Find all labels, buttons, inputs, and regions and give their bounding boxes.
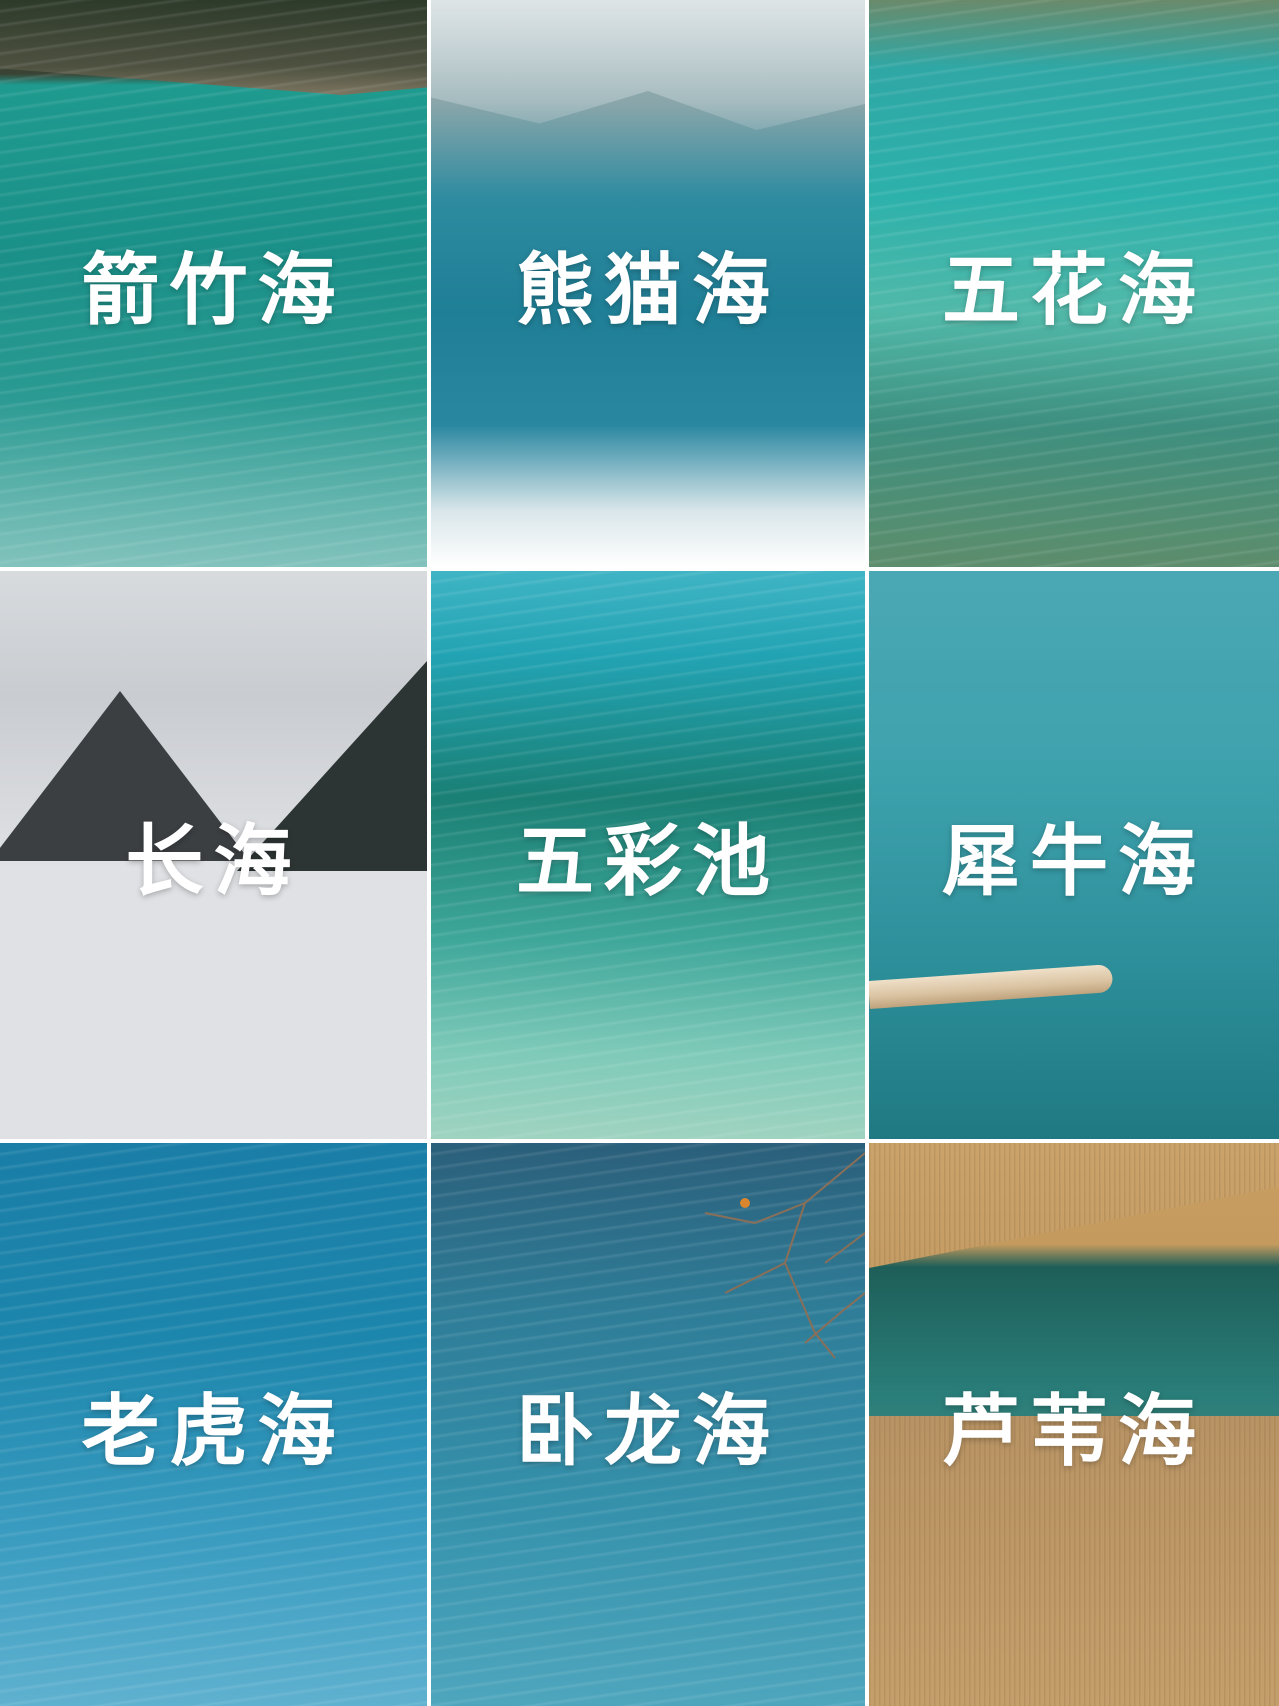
lake-photo: [431, 1143, 865, 1706]
tile-label: 卧龙海: [515, 1385, 780, 1477]
photo-tile-reed-lake: 芦苇海: [869, 1143, 1279, 1706]
water-ripples: [869, 0, 1279, 567]
tile-label: 五花海: [941, 244, 1206, 336]
photo-tile-jianzhu-lake: 箭竹海: [0, 0, 427, 567]
tree-branches: [704, 1152, 865, 1359]
snowy-mountain: [0, 691, 250, 861]
forested-mountain: [237, 661, 427, 871]
tile-label: 犀牛海: [941, 816, 1206, 907]
photo-tile-tiger-lake: 老虎海: [0, 1143, 427, 1706]
photo-tile-five-color-pond: 五彩池: [431, 571, 865, 1139]
lake-photo: [869, 571, 1279, 1139]
lake-photo: [0, 0, 427, 567]
photo-tile-long-lake: 长海: [0, 571, 427, 1139]
tile-label: 熊猫海: [515, 244, 780, 336]
water-ripples: [431, 1143, 865, 1706]
lake-photo: [431, 571, 865, 1139]
tile-label: 箭竹海: [81, 244, 346, 336]
tile-label: 五彩池: [515, 816, 780, 907]
water-ripples: [0, 1143, 427, 1706]
tile-label: 老虎海: [81, 1385, 346, 1477]
tile-label: 长海: [125, 816, 302, 907]
tile-label: 芦苇海: [941, 1385, 1206, 1477]
photo-tile-five-flower-lake: 五花海: [869, 0, 1279, 567]
reed-field: [869, 1416, 1279, 1706]
water-ripples: [0, 0, 427, 567]
photo-tile-panda-lake: 熊猫海: [431, 0, 865, 567]
frozen-lake-surface: [0, 871, 427, 1139]
water-ripples: [431, 571, 865, 1139]
lake-photo: [869, 0, 1279, 567]
photo-tile-sleeping-dragon-lake: 卧龙海: [431, 1143, 865, 1706]
photo-tile-rhinoceros-lake: 犀牛海: [869, 571, 1279, 1139]
lake-photo: [0, 1143, 427, 1706]
